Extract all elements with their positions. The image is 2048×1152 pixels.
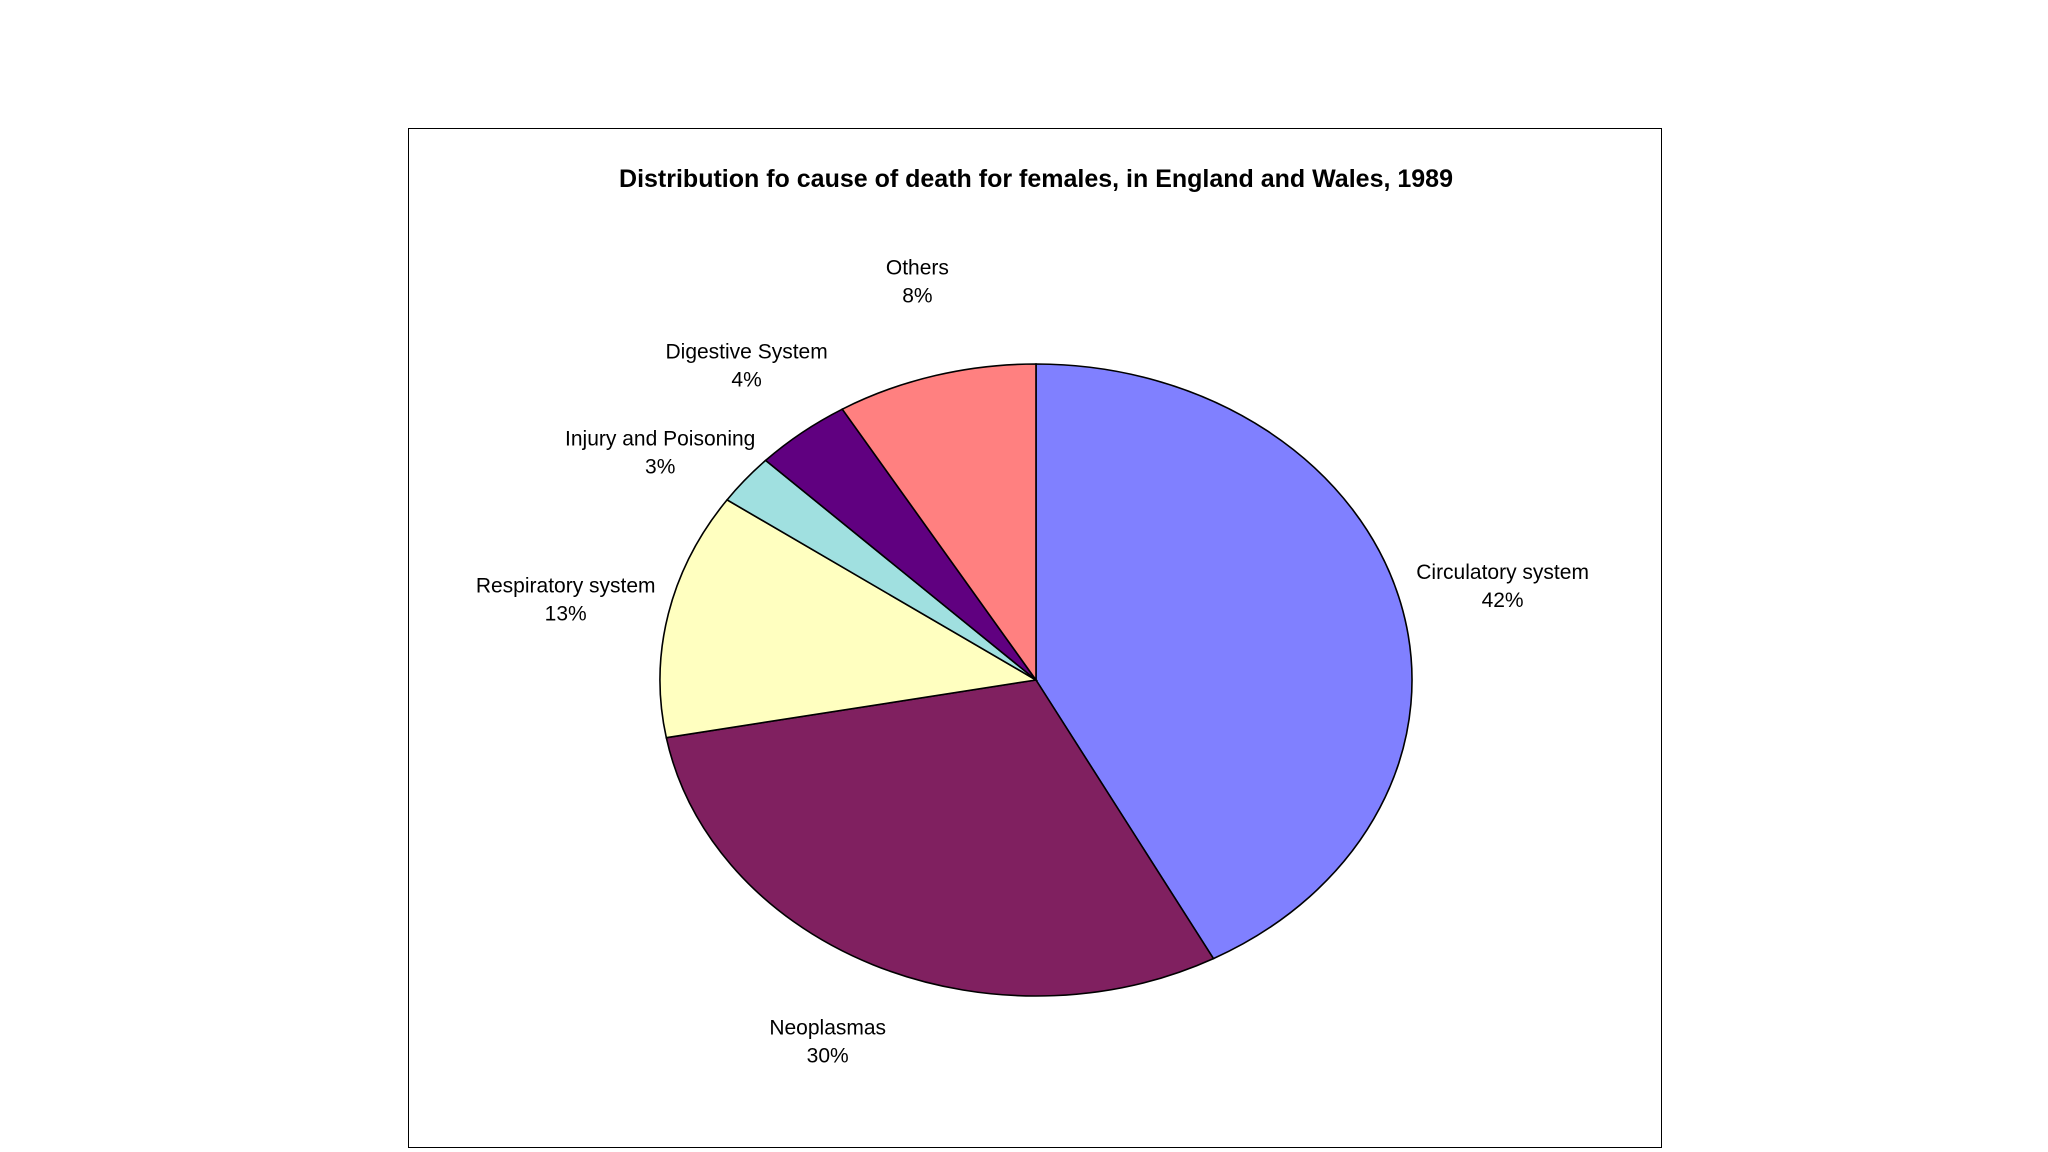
slice-percent-label: 42% (1482, 589, 1524, 612)
pie-slice-circulatory-system (1035, 363, 1413, 960)
slice-label-respiratory-system: Respiratory system 13% (476, 574, 656, 625)
chart-frame: Distribution fo cause of death for femal… (408, 128, 1662, 1148)
slice-percent-label: 8% (902, 285, 932, 308)
pie-slice-neoplasmas (665, 679, 1215, 997)
pie-chart: Distribution fo cause of death for femal… (476, 165, 1589, 1068)
slice-label-digestive-system: Digestive System 4% (665, 341, 827, 392)
slice-label-injury-and-poisoning: Injury and Poisoning 3% (565, 428, 755, 479)
pie-slices (659, 363, 1413, 997)
slice-category-label: Others (886, 257, 949, 280)
slice-category-label: Injury and Poisoning (565, 428, 755, 451)
chart-title: Distribution fo cause of death for femal… (619, 165, 1453, 193)
slice-percent-label: 4% (731, 369, 761, 392)
pie-slice-respiratory-system (659, 498, 1039, 739)
pie-slice-others (841, 363, 1037, 683)
slice-category-label: Neoplasmas (769, 1017, 886, 1040)
slice-category-label: Digestive System (665, 341, 827, 364)
slice-category-label: Respiratory system (476, 574, 656, 597)
slice-label-circulatory-system: Circulatory system 42% (1416, 561, 1589, 612)
slice-percent-label: 13% (545, 602, 587, 625)
slice-labels: Circulatory system 42% Neoplasmas 30% Respir… (476, 257, 1589, 1068)
slice-percent-label: 3% (645, 456, 675, 479)
slice-label-neoplasmas: Neoplasmas 30% (769, 1017, 886, 1068)
slice-label-others: Others 8% (886, 257, 949, 308)
slice-category-label: Circulatory system (1416, 561, 1589, 584)
slice-percent-label: 30% (807, 1045, 849, 1068)
